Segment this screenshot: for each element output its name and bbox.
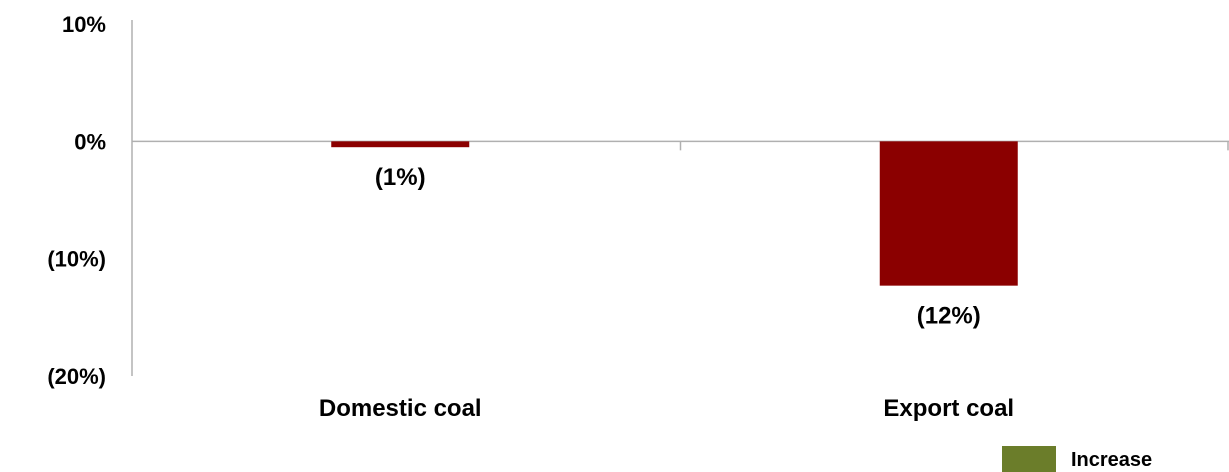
y-tick-label: (20%) <box>47 364 106 389</box>
bar <box>879 141 1018 286</box>
data-label: (12%) <box>917 303 981 330</box>
chart-bars <box>331 141 1018 286</box>
bar <box>331 141 470 148</box>
legend-swatch <box>1002 446 1056 472</box>
chart-axes <box>131 20 1229 376</box>
data-labels: (1%) (12%) <box>375 164 981 329</box>
y-tick-label: 10% <box>62 12 106 37</box>
y-tick-label: 0% <box>74 129 106 154</box>
y-tick-label: (10%) <box>47 247 106 272</box>
category-label: Domestic coal <box>319 395 482 422</box>
data-label: (1%) <box>375 164 426 191</box>
legend: Increase <box>1002 446 1152 472</box>
category-label: Export coal <box>883 395 1014 422</box>
legend-label: Increase <box>1071 449 1152 471</box>
y-axis-tick-labels: 10% 0% (10%) (20%) <box>47 12 106 389</box>
category-labels: Domestic coal Export coal <box>319 395 1014 422</box>
